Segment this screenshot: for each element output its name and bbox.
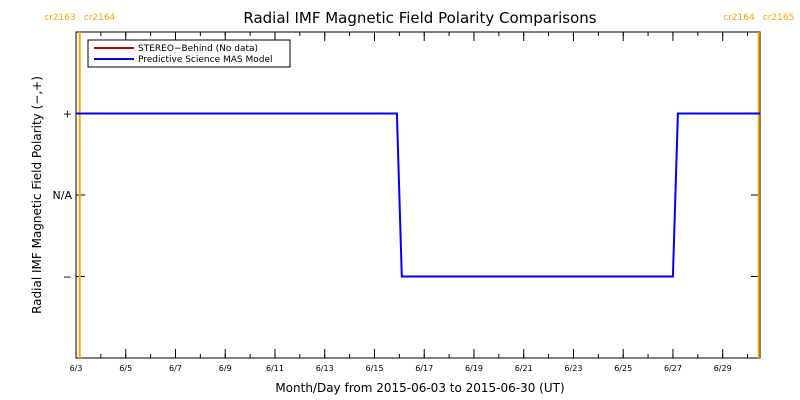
x-tick-label: 6/15	[365, 364, 383, 373]
x-tick-label: 6/25	[614, 364, 632, 373]
x-tick-label: 6/21	[515, 364, 533, 373]
y-tick-label: +	[63, 108, 72, 121]
x-tick-label: 6/11	[266, 364, 284, 373]
tick-marks	[75, 32, 760, 358]
x-tick-label: 6/19	[465, 364, 483, 373]
y-tick-labels: + N/A −	[53, 108, 73, 284]
legend-label-stereo: STEREO−Behind (No data)	[138, 44, 258, 54]
y-axis-label: Radial IMF Magnetic Field Polarity (−,+)	[30, 76, 44, 314]
x-tick-label: 6/13	[316, 364, 334, 373]
carrington-label: cr2163	[44, 13, 76, 23]
series-line-1	[76, 112, 760, 278]
x-tick-label: 6/27	[664, 364, 682, 373]
x-tick-label: 6/17	[415, 364, 433, 373]
carrington-label: cr2164	[84, 13, 116, 23]
legend-label-mas: Predictive Science MAS Model	[138, 55, 273, 65]
series-lines	[76, 112, 760, 278]
y-tick-label: −	[63, 271, 72, 284]
x-tick-labels: 6/3 6/5 6/7 6/9 6/11 6/13 6/15 6/17 6/19 6/21 6/23…	[70, 364, 732, 373]
x-tick-label: 6/23	[564, 364, 582, 373]
x-tick-label: 6/5	[119, 364, 132, 373]
carrington-markers: cr2163 cr2164 cr2164 cr2165	[44, 13, 794, 358]
x-tick-label: 6/7	[169, 364, 182, 373]
x-tick-label: 6/3	[70, 364, 83, 373]
chart-title: Radial IMF Magnetic Field Polarity Compa…	[243, 9, 596, 27]
y-tick-label: N/A	[53, 189, 73, 202]
legend-box	[87, 39, 291, 68]
x-axis-label: Month/Day from 2015-06-03 to 2015-06-30 …	[275, 381, 564, 395]
carrington-label: cr2164	[723, 13, 755, 23]
carrington-label: cr2165	[763, 13, 795, 23]
legend: STEREO−Behind (No data) Predictive Scien…	[87, 39, 291, 68]
x-tick-label: 6/29	[714, 364, 732, 373]
x-tick-label: 6/9	[219, 364, 232, 373]
